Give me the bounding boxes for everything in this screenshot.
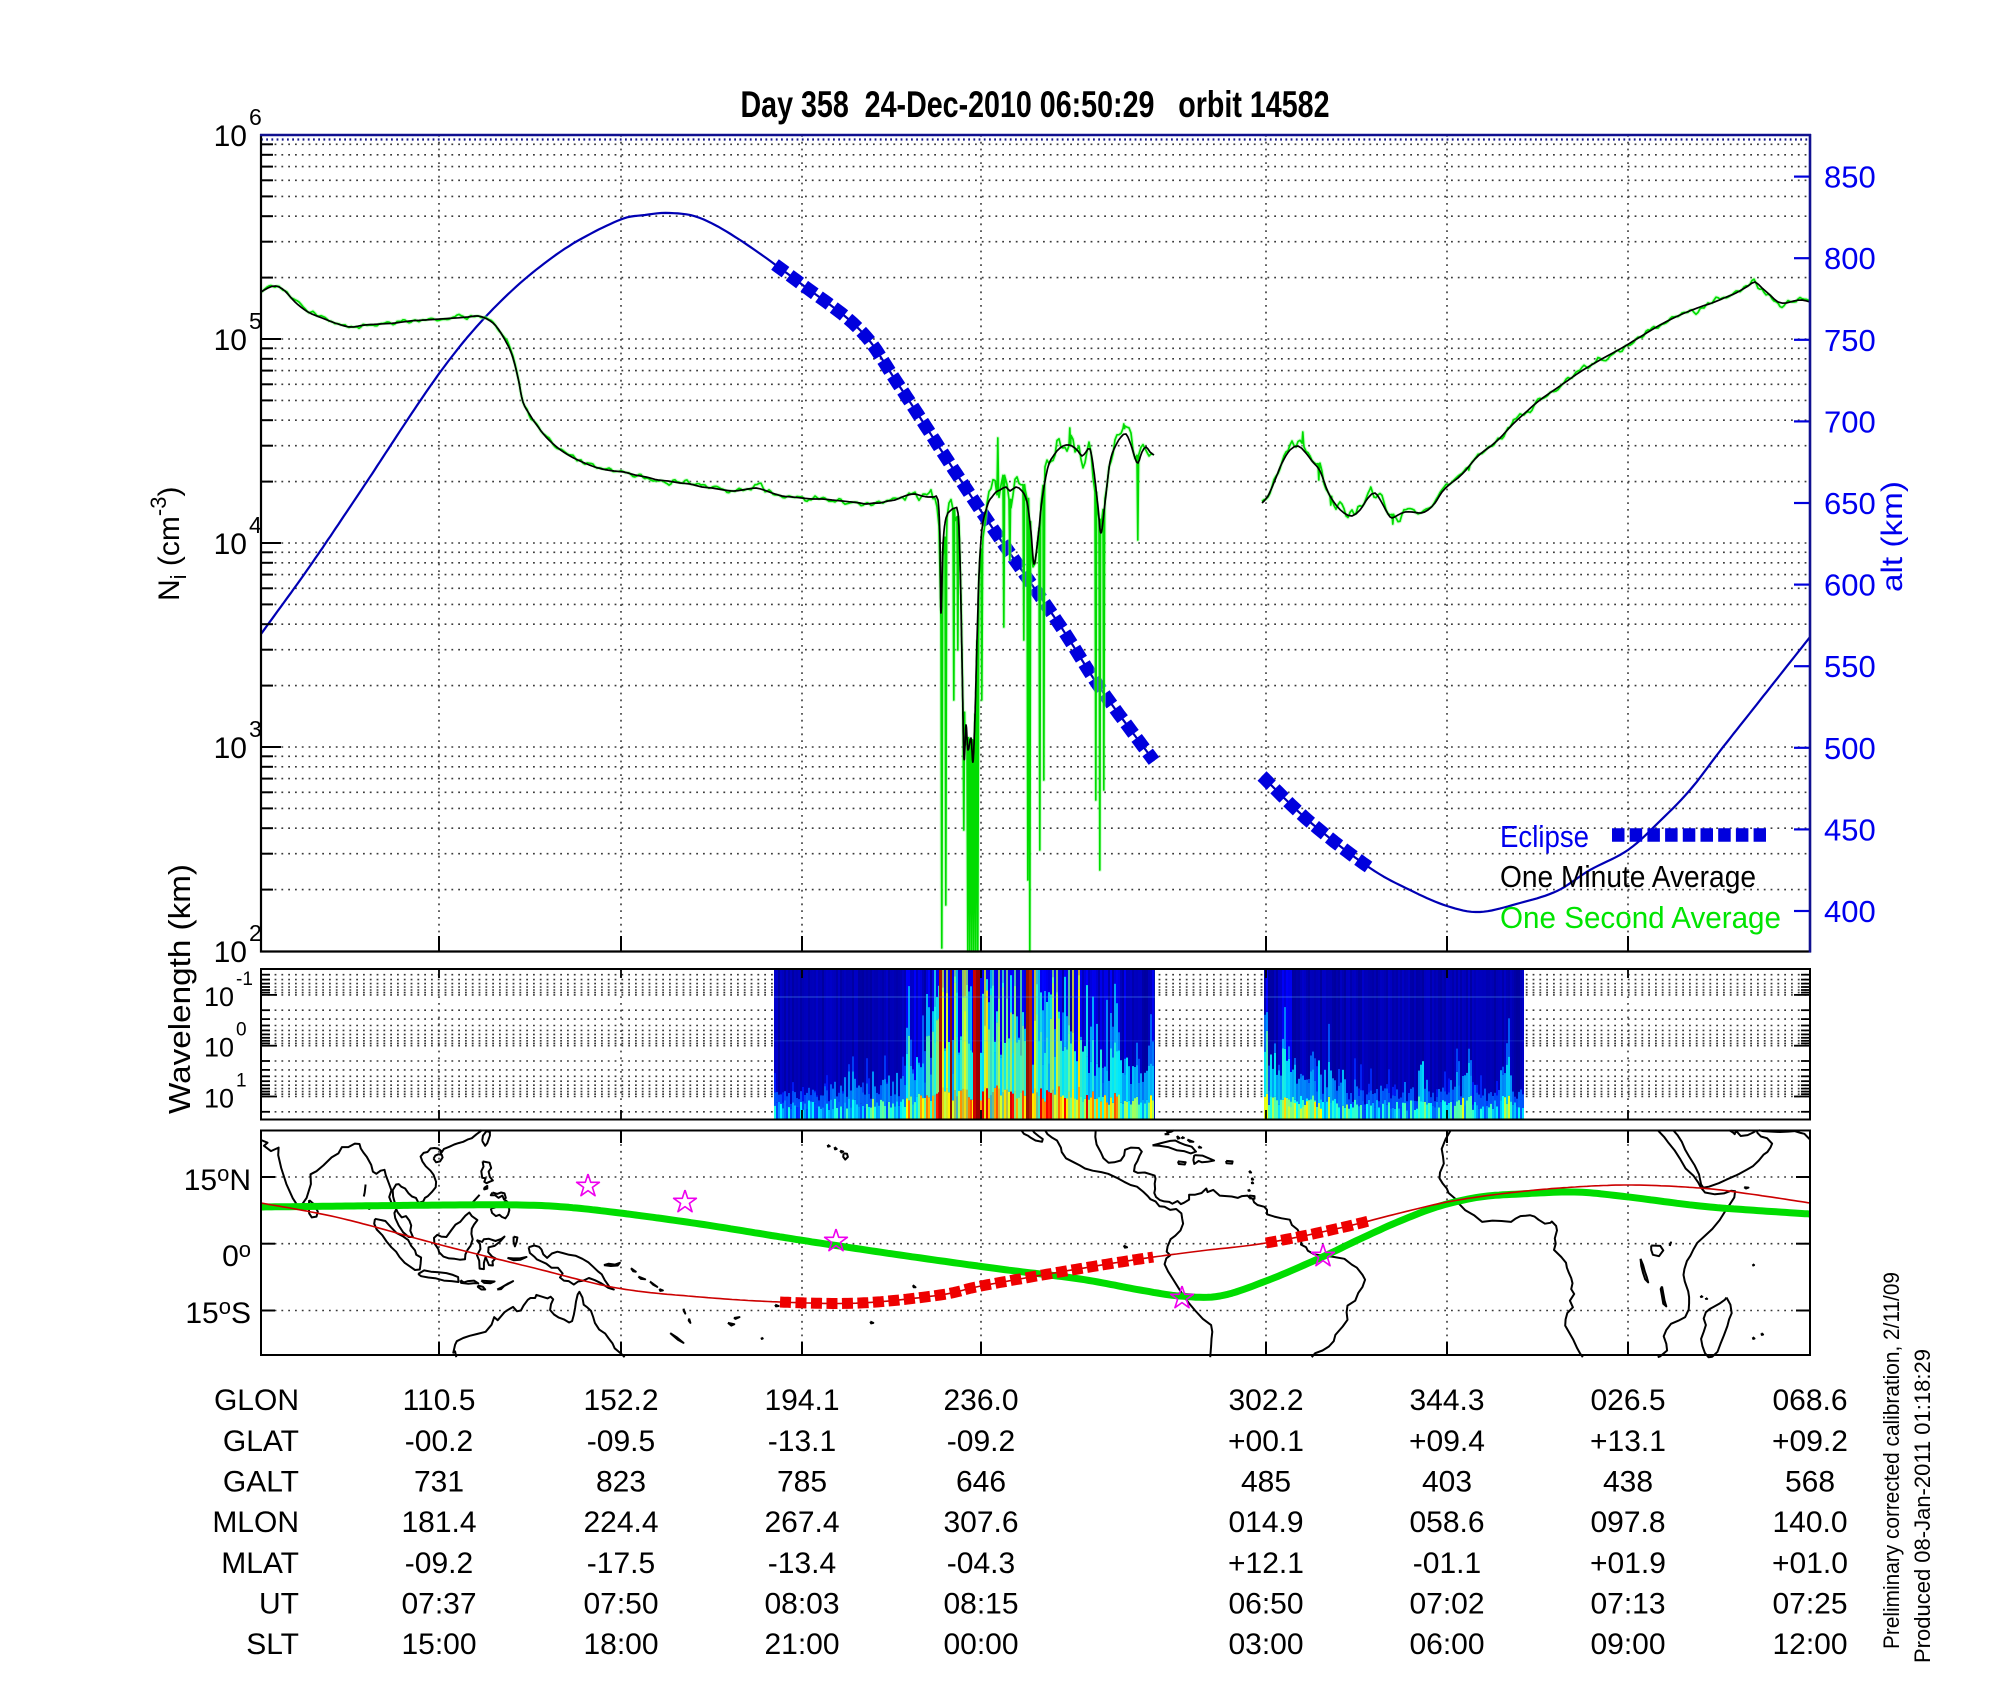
svg-text:10: 10 <box>214 732 247 765</box>
svg-text:15oS: 15oS <box>185 1294 251 1330</box>
svg-text:alt (km): alt (km) <box>1876 481 1909 592</box>
svg-text:026.5: 026.5 <box>1590 1384 1665 1417</box>
svg-text:-1: -1 <box>236 969 253 990</box>
svg-text:-00.2: -00.2 <box>405 1425 473 1458</box>
svg-text:10: 10 <box>214 120 247 153</box>
svg-text:6: 6 <box>249 104 262 130</box>
svg-text:UT: UT <box>259 1588 299 1621</box>
svg-text:850: 850 <box>1824 160 1876 195</box>
svg-text:One Second Average: One Second Average <box>1500 900 1781 935</box>
svg-text:700: 700 <box>1824 404 1876 439</box>
svg-text:800: 800 <box>1824 241 1876 276</box>
svg-text:-01.1: -01.1 <box>1413 1547 1481 1580</box>
svg-text:650: 650 <box>1824 486 1876 521</box>
svg-text:+00.1: +00.1 <box>1228 1425 1304 1458</box>
svg-text:Eclipse: Eclipse <box>1500 819 1589 854</box>
svg-text:06:00: 06:00 <box>1409 1628 1484 1661</box>
svg-text:+12.1: +12.1 <box>1228 1547 1304 1580</box>
svg-text:194.1: 194.1 <box>764 1384 839 1417</box>
svg-text:403: 403 <box>1422 1466 1472 1499</box>
svg-text:450: 450 <box>1824 812 1876 847</box>
svg-text:224.4: 224.4 <box>583 1506 658 1539</box>
svg-text:+01.0: +01.0 <box>1772 1547 1848 1580</box>
svg-text:646: 646 <box>956 1466 1006 1499</box>
svg-text:15:00: 15:00 <box>401 1628 476 1661</box>
svg-text:014.9: 014.9 <box>1228 1506 1303 1539</box>
svg-text:302.2: 302.2 <box>1228 1384 1303 1417</box>
svg-text:08:15: 08:15 <box>943 1588 1018 1621</box>
svg-text:438: 438 <box>1603 1466 1653 1499</box>
svg-text:GLON: GLON <box>214 1384 299 1417</box>
svg-text:00:00: 00:00 <box>943 1628 1018 1661</box>
svg-text:400: 400 <box>1824 894 1876 929</box>
svg-text:344.3: 344.3 <box>1409 1384 1484 1417</box>
svg-text:500: 500 <box>1824 731 1876 766</box>
svg-text:+01.9: +01.9 <box>1590 1547 1666 1580</box>
svg-text:0: 0 <box>236 1020 247 1041</box>
svg-text:10: 10 <box>204 982 234 1012</box>
svg-text:03:00: 03:00 <box>1228 1628 1303 1661</box>
svg-text:097.8: 097.8 <box>1590 1506 1665 1539</box>
svg-text:485: 485 <box>1241 1466 1291 1499</box>
svg-text:SLT: SLT <box>246 1628 299 1661</box>
svg-text:08:03: 08:03 <box>764 1588 839 1621</box>
svg-text:10: 10 <box>214 324 247 357</box>
svg-text:152.2: 152.2 <box>583 1384 658 1417</box>
svg-text:750: 750 <box>1824 323 1876 358</box>
svg-text:-09.2: -09.2 <box>947 1425 1015 1458</box>
svg-text:10: 10 <box>204 1033 234 1063</box>
svg-text:3: 3 <box>249 716 262 742</box>
svg-text:18:00: 18:00 <box>583 1628 658 1661</box>
svg-text:07:02: 07:02 <box>1409 1588 1484 1621</box>
svg-text:5: 5 <box>249 308 262 334</box>
svg-text:-04.3: -04.3 <box>947 1547 1015 1580</box>
svg-text:1: 1 <box>236 1071 247 1092</box>
svg-text:307.6: 307.6 <box>943 1506 1018 1539</box>
svg-text:10: 10 <box>214 528 247 561</box>
svg-text:236.0: 236.0 <box>943 1384 1018 1417</box>
svg-text:068.6: 068.6 <box>1772 1384 1847 1417</box>
svg-text:Wavelength (km): Wavelength (km) <box>162 864 197 1114</box>
svg-text:Day 358 24-Dec-2010 06:50:29: Day 358 24-Dec-2010 06:50:29 orbit 14582 <box>741 84 1330 125</box>
svg-text:Preliminary corrected calibrat: Preliminary corrected calibration, 2/11/… <box>1879 1272 1904 1649</box>
svg-text:07:50: 07:50 <box>583 1588 658 1621</box>
svg-text:-13.4: -13.4 <box>768 1547 836 1580</box>
svg-text:-09.2: -09.2 <box>405 1547 473 1580</box>
svg-text:21:00: 21:00 <box>764 1628 839 1661</box>
svg-text:07:13: 07:13 <box>1590 1588 1665 1621</box>
svg-text:2: 2 <box>249 920 262 946</box>
svg-text:600: 600 <box>1824 568 1876 603</box>
svg-text:MLON: MLON <box>212 1506 299 1539</box>
svg-text:823: 823 <box>596 1466 646 1499</box>
svg-text:+09.2: +09.2 <box>1772 1425 1848 1458</box>
svg-text:-17.5: -17.5 <box>587 1547 655 1580</box>
svg-text:Produced 08-Jan-2011 01:18:29: Produced 08-Jan-2011 01:18:29 <box>1910 1349 1935 1663</box>
svg-text:550: 550 <box>1824 649 1876 684</box>
svg-text:12:00: 12:00 <box>1772 1628 1847 1661</box>
svg-text:058.6: 058.6 <box>1409 1506 1484 1539</box>
svg-text:110.5: 110.5 <box>403 1384 476 1417</box>
svg-text:GALT: GALT <box>223 1466 299 1499</box>
svg-text:One Minute Average: One Minute Average <box>1500 859 1756 894</box>
svg-text:10: 10 <box>204 1084 234 1114</box>
svg-text:MLAT: MLAT <box>221 1547 299 1580</box>
svg-text:GLAT: GLAT <box>223 1425 299 1458</box>
svg-text:181.4: 181.4 <box>401 1506 476 1539</box>
svg-text:06:50: 06:50 <box>1228 1588 1303 1621</box>
svg-text:4: 4 <box>249 512 262 538</box>
svg-text:267.4: 267.4 <box>764 1506 839 1539</box>
svg-text:07:25: 07:25 <box>1772 1588 1847 1621</box>
svg-text:731: 731 <box>414 1466 464 1499</box>
svg-text:-13.1: -13.1 <box>768 1425 836 1458</box>
svg-text:07:37: 07:37 <box>401 1588 476 1621</box>
svg-text:568: 568 <box>1785 1466 1835 1499</box>
svg-text:785: 785 <box>777 1466 827 1499</box>
svg-text:140.0: 140.0 <box>1772 1506 1847 1539</box>
svg-text:-09.5: -09.5 <box>587 1425 655 1458</box>
svg-text:10: 10 <box>214 936 247 969</box>
svg-text:+09.4: +09.4 <box>1409 1425 1485 1458</box>
svg-text:+13.1: +13.1 <box>1590 1425 1666 1458</box>
svg-text:09:00: 09:00 <box>1590 1628 1665 1661</box>
